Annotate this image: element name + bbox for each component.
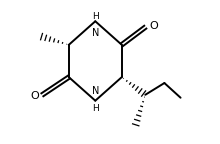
Text: N: N <box>92 28 99 38</box>
Text: H: H <box>92 12 99 21</box>
Text: H: H <box>92 104 99 113</box>
Text: O: O <box>149 21 158 31</box>
Text: N: N <box>92 86 99 96</box>
Text: O: O <box>30 91 39 101</box>
